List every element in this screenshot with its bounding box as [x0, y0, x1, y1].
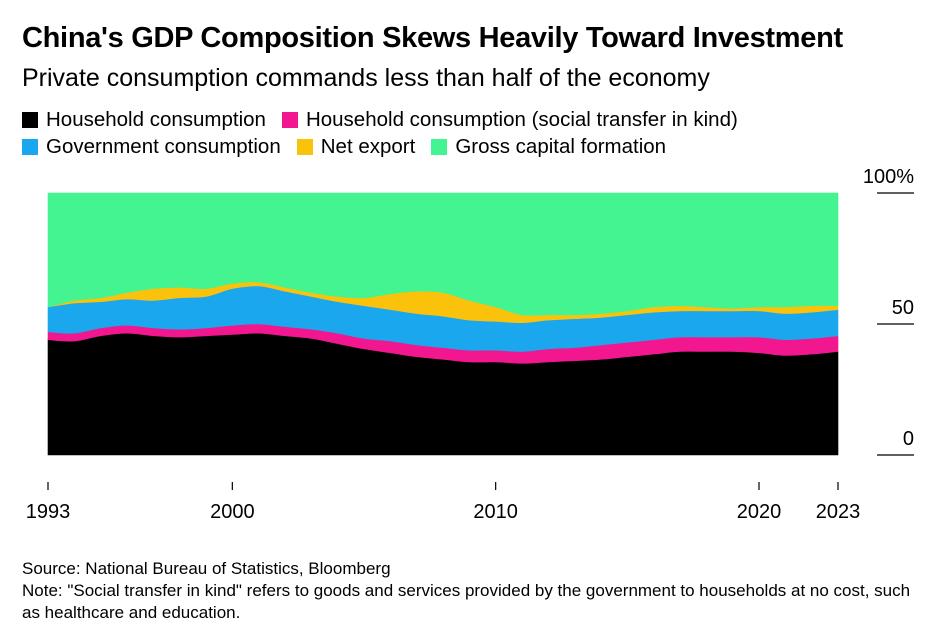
- legend-row-1: Household consumption Household consumpt…: [22, 106, 922, 133]
- stacked-area-chart: 1993 2000 2010 2020 2023 0 50 100%: [26, 166, 914, 523]
- x-tick-label-2023: 2023: [816, 501, 861, 523]
- legend-label-net-export: Net export: [320, 134, 416, 158]
- legend-row-2: Government consumption Net export Gross …: [22, 133, 922, 160]
- source-note: Source: National Bureau of Statistics, B…: [22, 559, 391, 578]
- chart-title: China's GDP Composition Skews Heavily To…: [22, 22, 843, 54]
- legend-social-transfer: Household consumption (social transfer i…: [281, 107, 738, 132]
- legend-government-consumption: Government consumption: [22, 135, 281, 159]
- x-tick-label-2020: 2020: [737, 501, 782, 523]
- x-tick-label-2000: 2000: [210, 501, 255, 523]
- legend-label-household-consumption: Household consumption: [46, 107, 266, 131]
- legend-swatch-government-consumption: [22, 138, 38, 155]
- legend-swatch-household-consumption: [22, 111, 38, 128]
- x-tick-label-1993: 1993: [26, 501, 71, 523]
- legend-gross-capital-formation: Gross capital formation: [431, 135, 666, 159]
- footer: Source: National Bureau of Statistics, B…: [22, 558, 927, 624]
- x-tick-label-2010: 2010: [473, 501, 518, 523]
- legend-net-export: Net export: [296, 134, 416, 159]
- footnote: Note: "Social transfer in kind" refers t…: [22, 581, 911, 622]
- legend: Household consumption Household consumpt…: [22, 106, 922, 160]
- legend-household-consumption: Household consumption: [22, 108, 266, 132]
- y-tick-label-0: 0: [903, 428, 914, 450]
- legend-label-government-consumption: Government consumption: [46, 134, 281, 158]
- legend-swatch-social-transfer: [281, 111, 298, 128]
- legend-label-gross-capital-formation: Gross capital formation: [455, 134, 667, 158]
- x-axis: 1993 2000 2010 2020 2023: [26, 482, 861, 523]
- y-tick-label-100: 100%: [863, 166, 914, 188]
- legend-swatch-gross-capital-formation: [431, 138, 448, 155]
- chart-subtitle: Private consumption commands less than h…: [22, 64, 710, 92]
- legend-swatch-net-export: [296, 138, 313, 155]
- legend-label-social-transfer: Household consumption (social transfer i…: [305, 107, 738, 131]
- y-tick-label-50: 50: [892, 297, 914, 319]
- area-gross-capital-formation: [47, 192, 839, 316]
- y-axis: 0 50 100%: [863, 166, 914, 456]
- area-layers: [47, 192, 839, 456]
